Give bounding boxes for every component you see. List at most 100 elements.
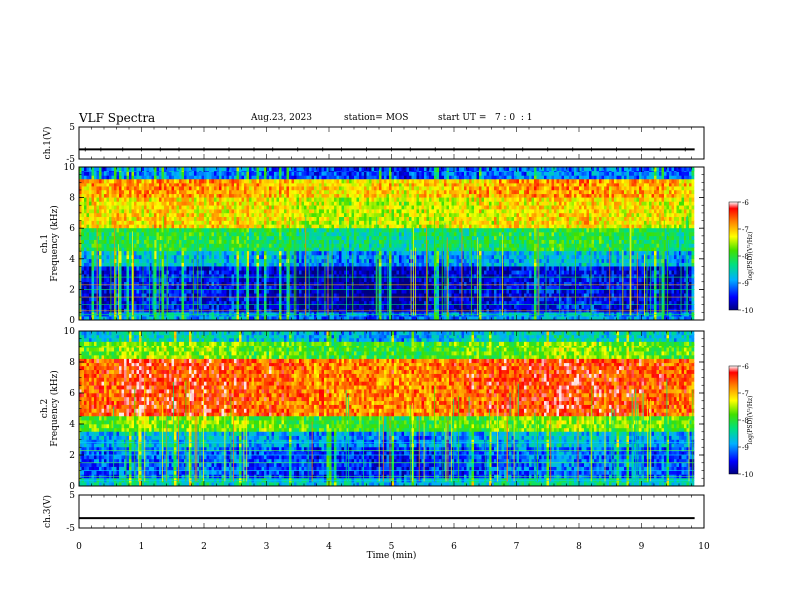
heat-cell xyxy=(99,175,102,179)
heat-cell xyxy=(127,305,130,309)
heat-cell xyxy=(107,259,110,263)
heat-cell xyxy=(237,240,240,244)
heat-cell xyxy=(237,213,240,217)
heat-cell xyxy=(102,186,105,190)
heat-cell xyxy=(139,247,142,251)
heat-cell xyxy=(169,172,172,176)
heat-cell xyxy=(242,255,245,259)
heat-cell xyxy=(257,251,260,255)
heat-cell xyxy=(172,289,175,293)
heat-cell xyxy=(259,209,262,213)
heat-cell xyxy=(314,278,317,282)
heat-cell xyxy=(84,274,87,278)
heat-cell xyxy=(117,255,120,259)
heat-cell xyxy=(92,247,95,251)
heat-cell xyxy=(279,270,282,274)
heat-cell xyxy=(204,172,207,176)
heat-cell xyxy=(369,201,372,205)
heat-cell xyxy=(379,213,382,217)
heat-cell xyxy=(124,244,127,248)
heat-cell xyxy=(129,201,132,205)
heat-cell xyxy=(164,186,167,190)
heat-cell xyxy=(297,201,300,205)
heat-cell xyxy=(287,213,290,217)
heat-cell xyxy=(147,266,150,270)
heat-cell xyxy=(217,179,220,183)
heat-cell xyxy=(84,255,87,259)
heat-cell xyxy=(174,305,177,309)
heat-cell xyxy=(164,305,167,309)
heat-cell xyxy=(282,278,285,282)
heat-cell xyxy=(129,213,132,217)
heat-cell xyxy=(369,190,372,194)
heat-cell xyxy=(262,205,265,209)
heat-cell xyxy=(319,259,322,263)
heat-cell xyxy=(339,259,342,263)
heat-cell xyxy=(214,255,217,259)
heat-cell xyxy=(349,201,352,205)
heat-cell xyxy=(147,263,150,267)
heat-cell xyxy=(222,282,225,286)
heat-cell xyxy=(209,240,212,244)
heat-cell xyxy=(87,186,90,190)
heat-cell xyxy=(239,172,242,176)
heat-cell xyxy=(184,232,187,236)
heat-cell xyxy=(154,278,157,282)
heat-cell xyxy=(324,263,327,267)
heat-cell xyxy=(132,224,135,228)
heat-cell xyxy=(362,282,365,286)
heat-cell xyxy=(282,240,285,244)
heat-cell xyxy=(164,289,167,293)
heat-cell xyxy=(274,266,277,270)
heat-cell xyxy=(254,251,257,255)
heat-cell xyxy=(364,270,367,274)
heat-cell xyxy=(272,175,275,179)
heat-cell xyxy=(312,263,315,267)
heat-cell xyxy=(82,221,85,225)
heat-cell xyxy=(307,172,310,176)
heat-cell xyxy=(214,172,217,176)
heat-cell xyxy=(274,213,277,217)
heat-cell xyxy=(262,167,265,171)
heat-cell xyxy=(374,194,377,198)
heat-cell xyxy=(94,274,97,278)
heat-cell xyxy=(112,274,115,278)
heat-cell xyxy=(137,236,140,240)
heat-cell xyxy=(154,274,157,278)
heat-cell xyxy=(354,247,357,251)
heat-cell xyxy=(177,278,180,282)
heat-cell xyxy=(344,221,347,225)
heat-cell xyxy=(102,190,105,194)
heat-cell xyxy=(217,175,220,179)
heat-cell xyxy=(172,274,175,278)
heat-cell xyxy=(129,186,132,190)
heat-cell xyxy=(92,297,95,301)
heat-cell xyxy=(169,232,172,236)
heat-cell xyxy=(122,270,125,274)
heat-cell xyxy=(242,198,245,202)
heat-cell xyxy=(349,255,352,259)
heat-cell xyxy=(109,224,112,228)
heat-cell xyxy=(257,259,260,263)
heat-cell xyxy=(112,205,115,209)
heat-cell xyxy=(204,255,207,259)
heat-cell xyxy=(362,179,365,183)
heat-cell xyxy=(274,228,277,232)
heat-cell xyxy=(94,194,97,198)
heat-cell xyxy=(174,274,177,278)
heat-cell xyxy=(337,270,340,274)
heat-cell xyxy=(367,213,370,217)
heat-cell xyxy=(239,251,242,255)
heat-cell xyxy=(334,179,337,183)
heat-cell xyxy=(249,209,252,213)
heat-cell xyxy=(357,232,360,236)
heat-cell xyxy=(369,205,372,209)
heat-cell xyxy=(252,244,255,248)
heat-cell xyxy=(379,228,382,232)
heat-cell xyxy=(107,240,110,244)
heat-cell xyxy=(197,228,200,232)
heat-cell xyxy=(194,259,197,263)
heat-cell xyxy=(259,247,262,251)
heat-cell xyxy=(252,213,255,217)
heat-cell xyxy=(274,190,277,194)
